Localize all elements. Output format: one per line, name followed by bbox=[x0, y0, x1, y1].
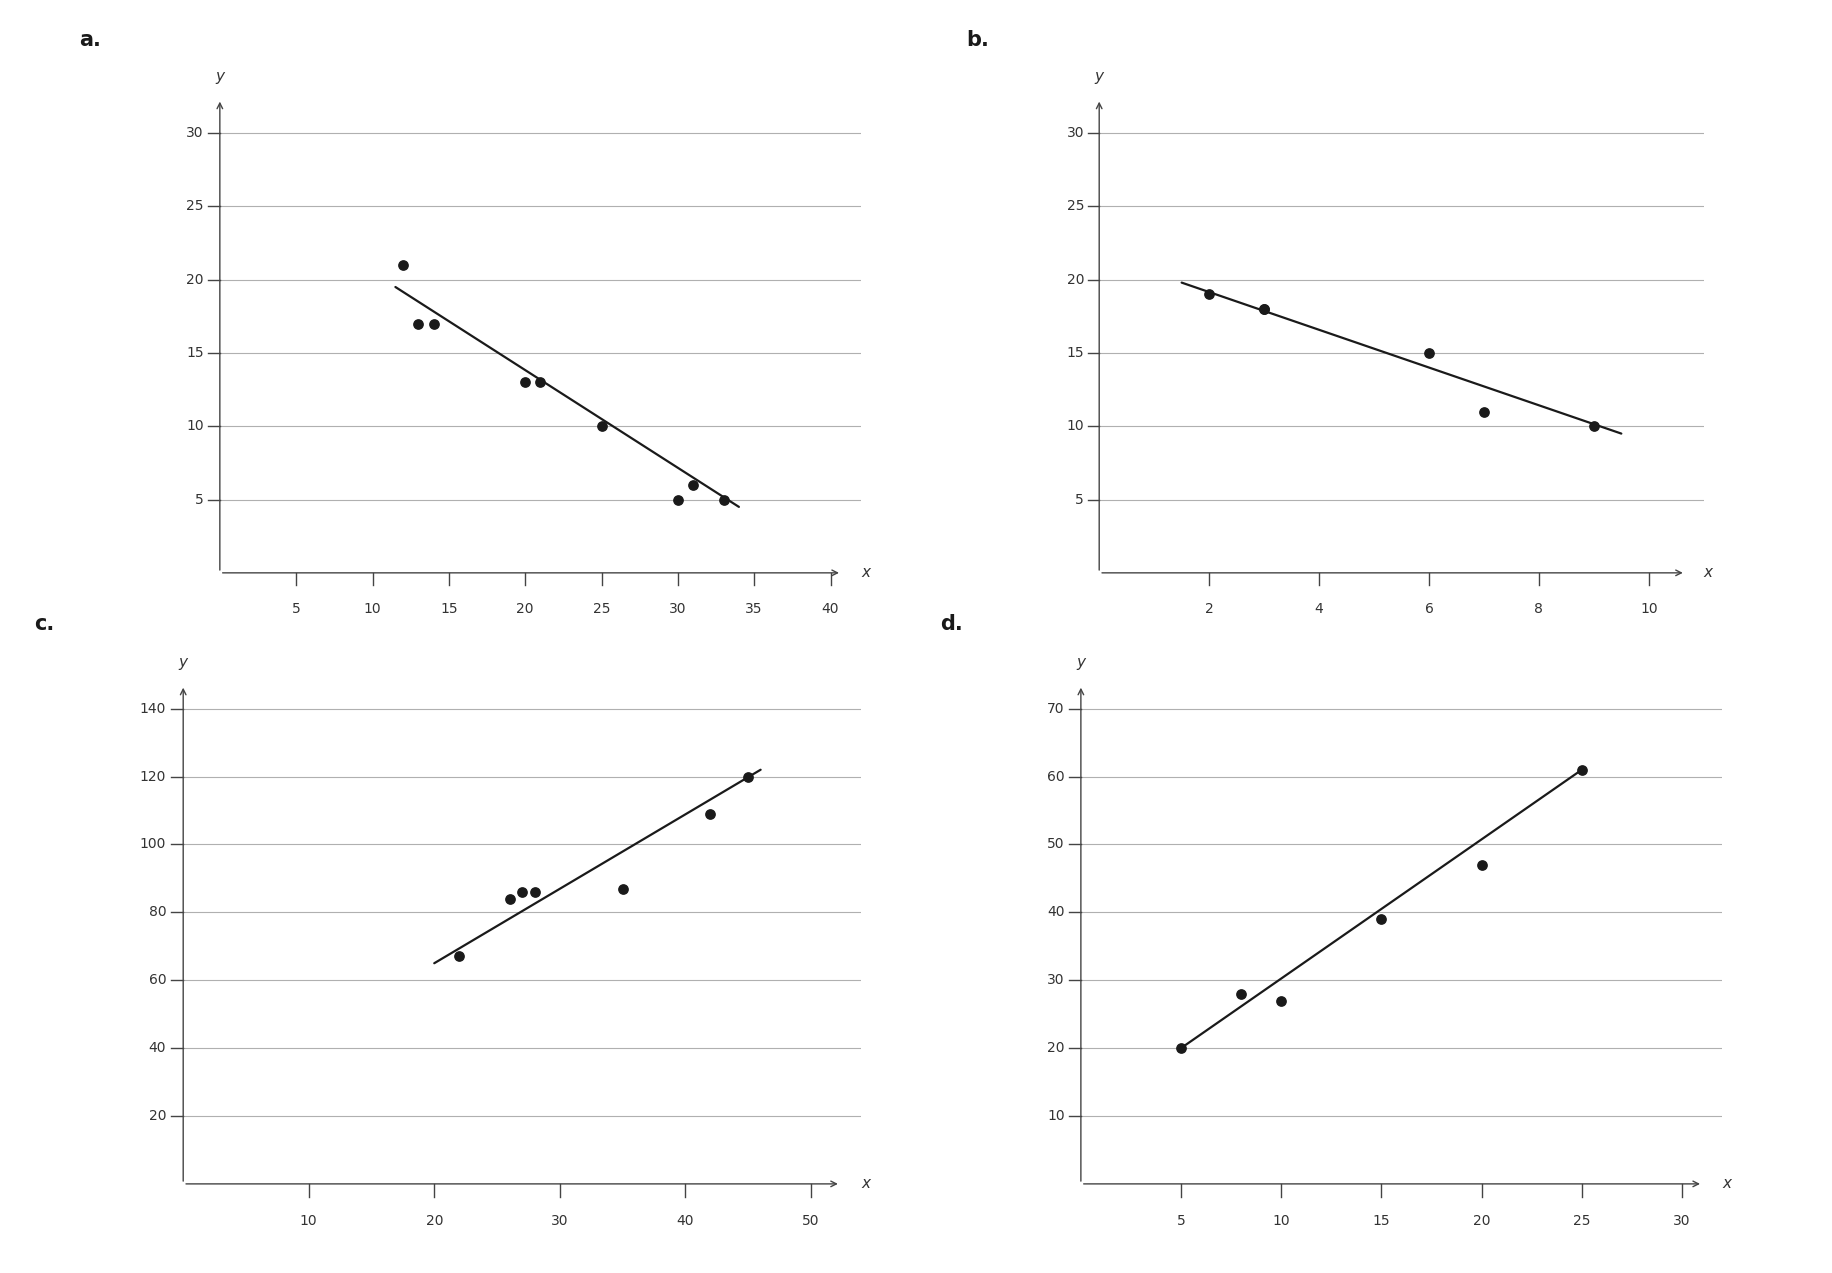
Point bbox=[586, 416, 616, 437]
Point bbox=[1566, 760, 1596, 780]
Point bbox=[495, 889, 524, 909]
Text: 20: 20 bbox=[1048, 1041, 1064, 1055]
Text: a.: a. bbox=[79, 31, 101, 51]
Text: 10: 10 bbox=[300, 1214, 317, 1228]
Text: 25: 25 bbox=[187, 200, 203, 214]
Text: 6: 6 bbox=[1425, 602, 1433, 616]
Text: 60: 60 bbox=[1048, 770, 1064, 783]
Text: 80: 80 bbox=[148, 905, 167, 919]
Text: 5: 5 bbox=[1176, 1214, 1185, 1228]
Text: 5: 5 bbox=[291, 602, 300, 616]
Text: 25: 25 bbox=[594, 602, 610, 616]
Text: 25: 25 bbox=[1066, 200, 1085, 214]
Text: 20: 20 bbox=[148, 1109, 167, 1123]
Text: 40: 40 bbox=[148, 1041, 167, 1055]
Text: c.: c. bbox=[35, 614, 55, 634]
Text: x: x bbox=[1704, 565, 1713, 580]
Point bbox=[678, 475, 707, 495]
Text: 8: 8 bbox=[1535, 602, 1543, 616]
Point bbox=[520, 882, 550, 903]
Text: 30: 30 bbox=[1066, 126, 1085, 140]
Text: 10: 10 bbox=[1066, 419, 1085, 433]
Point bbox=[608, 878, 638, 899]
Point bbox=[445, 946, 474, 966]
Point bbox=[1194, 284, 1224, 304]
Text: 20: 20 bbox=[1473, 1214, 1491, 1228]
Text: 2: 2 bbox=[1205, 602, 1213, 616]
Text: 50: 50 bbox=[1048, 838, 1064, 852]
Text: 30: 30 bbox=[551, 1214, 568, 1228]
Point bbox=[1414, 342, 1444, 363]
Text: x: x bbox=[861, 565, 870, 580]
Text: y: y bbox=[1077, 654, 1085, 670]
Text: 30: 30 bbox=[669, 602, 687, 616]
Point bbox=[403, 313, 432, 334]
Text: 100: 100 bbox=[139, 838, 167, 852]
Point bbox=[1226, 984, 1255, 1004]
Text: 70: 70 bbox=[1048, 701, 1064, 715]
Text: 120: 120 bbox=[139, 770, 167, 783]
Point bbox=[388, 255, 418, 275]
Point bbox=[507, 882, 537, 903]
Text: 25: 25 bbox=[1574, 1214, 1590, 1228]
Text: 15: 15 bbox=[440, 602, 458, 616]
Text: 10: 10 bbox=[187, 419, 203, 433]
Text: 40: 40 bbox=[823, 602, 839, 616]
Text: y: y bbox=[180, 654, 187, 670]
Text: x: x bbox=[861, 1176, 870, 1192]
Text: 5: 5 bbox=[194, 493, 203, 507]
Point bbox=[1249, 299, 1279, 320]
Text: 10: 10 bbox=[1273, 1214, 1290, 1228]
Text: 4: 4 bbox=[1315, 602, 1323, 616]
Point bbox=[709, 489, 738, 509]
Text: 60: 60 bbox=[148, 974, 167, 987]
Point bbox=[1266, 990, 1295, 1011]
Text: 50: 50 bbox=[802, 1214, 819, 1228]
Text: 30: 30 bbox=[1673, 1214, 1691, 1228]
Text: d.: d. bbox=[940, 614, 962, 634]
Text: 15: 15 bbox=[1066, 346, 1085, 360]
Point bbox=[1249, 299, 1279, 320]
Point bbox=[526, 372, 555, 392]
Text: 20: 20 bbox=[425, 1214, 443, 1228]
Text: 15: 15 bbox=[1372, 1214, 1390, 1228]
Point bbox=[1579, 416, 1608, 437]
Text: 35: 35 bbox=[746, 602, 762, 616]
Text: x: x bbox=[1722, 1176, 1731, 1192]
Text: 20: 20 bbox=[517, 602, 533, 616]
Point bbox=[1167, 1037, 1196, 1058]
Text: 10: 10 bbox=[365, 602, 381, 616]
Text: y: y bbox=[1096, 69, 1103, 84]
Point bbox=[1469, 401, 1499, 421]
Text: 5: 5 bbox=[1075, 493, 1085, 507]
Text: 20: 20 bbox=[1066, 272, 1085, 286]
Text: 10: 10 bbox=[1640, 602, 1658, 616]
Point bbox=[696, 803, 725, 824]
Point bbox=[1467, 854, 1497, 875]
Text: y: y bbox=[216, 69, 224, 84]
Text: 30: 30 bbox=[1048, 974, 1064, 987]
Text: 30: 30 bbox=[187, 126, 203, 140]
Text: 40: 40 bbox=[1048, 905, 1064, 919]
Text: 20: 20 bbox=[187, 272, 203, 286]
Point bbox=[663, 489, 692, 509]
Text: 15: 15 bbox=[187, 346, 203, 360]
Text: b.: b. bbox=[965, 31, 989, 51]
Text: 10: 10 bbox=[1048, 1109, 1064, 1123]
Point bbox=[733, 766, 762, 787]
Point bbox=[420, 313, 449, 334]
Point bbox=[511, 372, 540, 392]
Text: 40: 40 bbox=[676, 1214, 694, 1228]
Text: 140: 140 bbox=[139, 701, 167, 715]
Point bbox=[1367, 909, 1396, 929]
